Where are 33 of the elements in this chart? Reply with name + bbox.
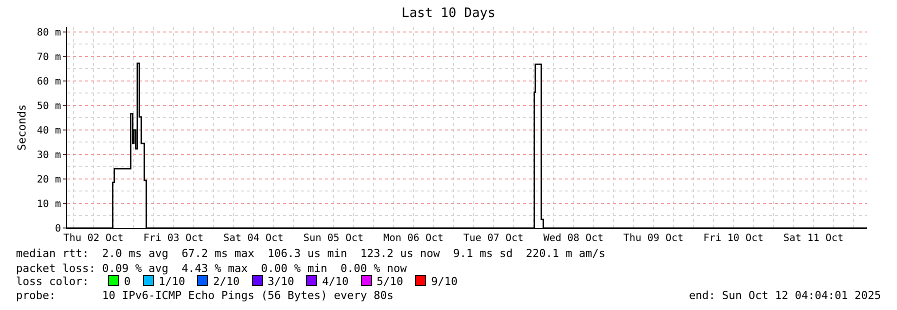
x-tick-label: Sun 05 Oct: [303, 233, 364, 244]
x-tick-label: Sat 04 Oct: [223, 233, 284, 244]
text: 9/10: [431, 275, 458, 288]
y-tick-label: 70 m: [36, 52, 61, 63]
text: loss color:: [16, 275, 89, 288]
text: median rtt: 2.0 ms avg 67.2 ms max 106.3 us min 123.2 us now 9.1 ms sd 220.1 m am/s: [16, 247, 606, 260]
y-tick-label: 10 m: [36, 198, 61, 210]
text: probe: 10 IPv6-ICMP Echo Pings (56 Bytes) every 80s: [16, 289, 394, 302]
x-tick-label: Thu 02 Oct: [63, 233, 124, 244]
x-tick-label: Fri 03 Oct: [143, 233, 204, 244]
x-tick-label: Fri 10 Oct: [703, 233, 764, 244]
chart-title: Last 10 Days: [402, 6, 496, 21]
y-tick-label: 50 m: [36, 100, 61, 112]
x-tick-label: Thu 09 Oct: [623, 233, 684, 244]
text: packet loss: 0.09 % avg 4.43 % max 0.00 % min 0.00 % now: [16, 262, 407, 275]
text: 4/10: [322, 275, 349, 288]
x-tick-label: Sat 11 Oct: [783, 233, 844, 244]
x-tick-label: Tue 07 Oct: [463, 233, 524, 244]
y-tick-label: 20 m: [36, 174, 61, 186]
y-tick-label: 60 m: [36, 76, 61, 88]
y-tick-label: 80 m: [36, 27, 61, 38]
x-tick-label: Wed 08 Oct: [543, 233, 604, 244]
text: 1/10: [158, 275, 186, 288]
text: 0: [124, 275, 131, 288]
y-tick-label: 40 m: [36, 125, 61, 136]
y-tick-label: 0: [54, 224, 61, 234]
text: 5/10: [376, 275, 404, 288]
text: end: Sun Oct 12 04:04:01 2025: [688, 289, 881, 302]
y-tick-label: 30 m: [36, 150, 61, 161]
text: 3/10: [268, 275, 294, 288]
text: 2/10: [213, 275, 240, 288]
y-axis-title: Seconds: [16, 104, 29, 151]
x-tick-label: Mon 06 Oct: [383, 233, 444, 244]
